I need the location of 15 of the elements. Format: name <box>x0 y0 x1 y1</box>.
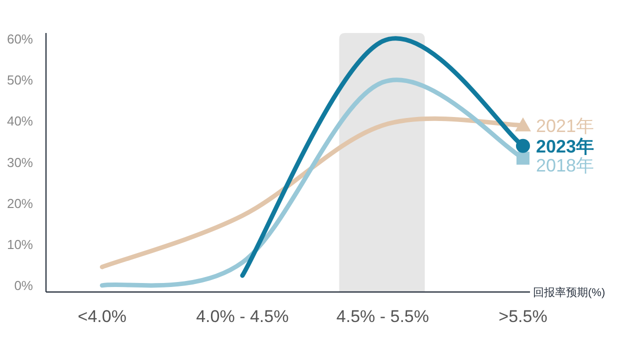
x-tick-label: 4.0% - 4.5% <box>196 307 289 326</box>
series-label: 2018年 <box>536 155 594 176</box>
x-tick-label: 4.5% - 5.5% <box>336 307 429 326</box>
y-tick-label: 40% <box>6 114 34 129</box>
y-tick-label: 10% <box>6 236 34 252</box>
series-label: 2021年 <box>536 116 594 136</box>
x-tick-label: <4.0% <box>78 307 126 326</box>
x-tick-label: >5.5% <box>498 307 548 326</box>
y-tick-label: 50% <box>6 72 34 88</box>
x-axis-title: 回报率预期(%) <box>533 286 606 299</box>
y-tick-label: 60% <box>6 32 34 47</box>
y-tick-label: 20% <box>6 196 34 211</box>
series-label: 2023年 <box>536 136 594 156</box>
y-tick-label: 30% <box>6 154 34 170</box>
y-tick-label: 0% <box>14 278 34 293</box>
